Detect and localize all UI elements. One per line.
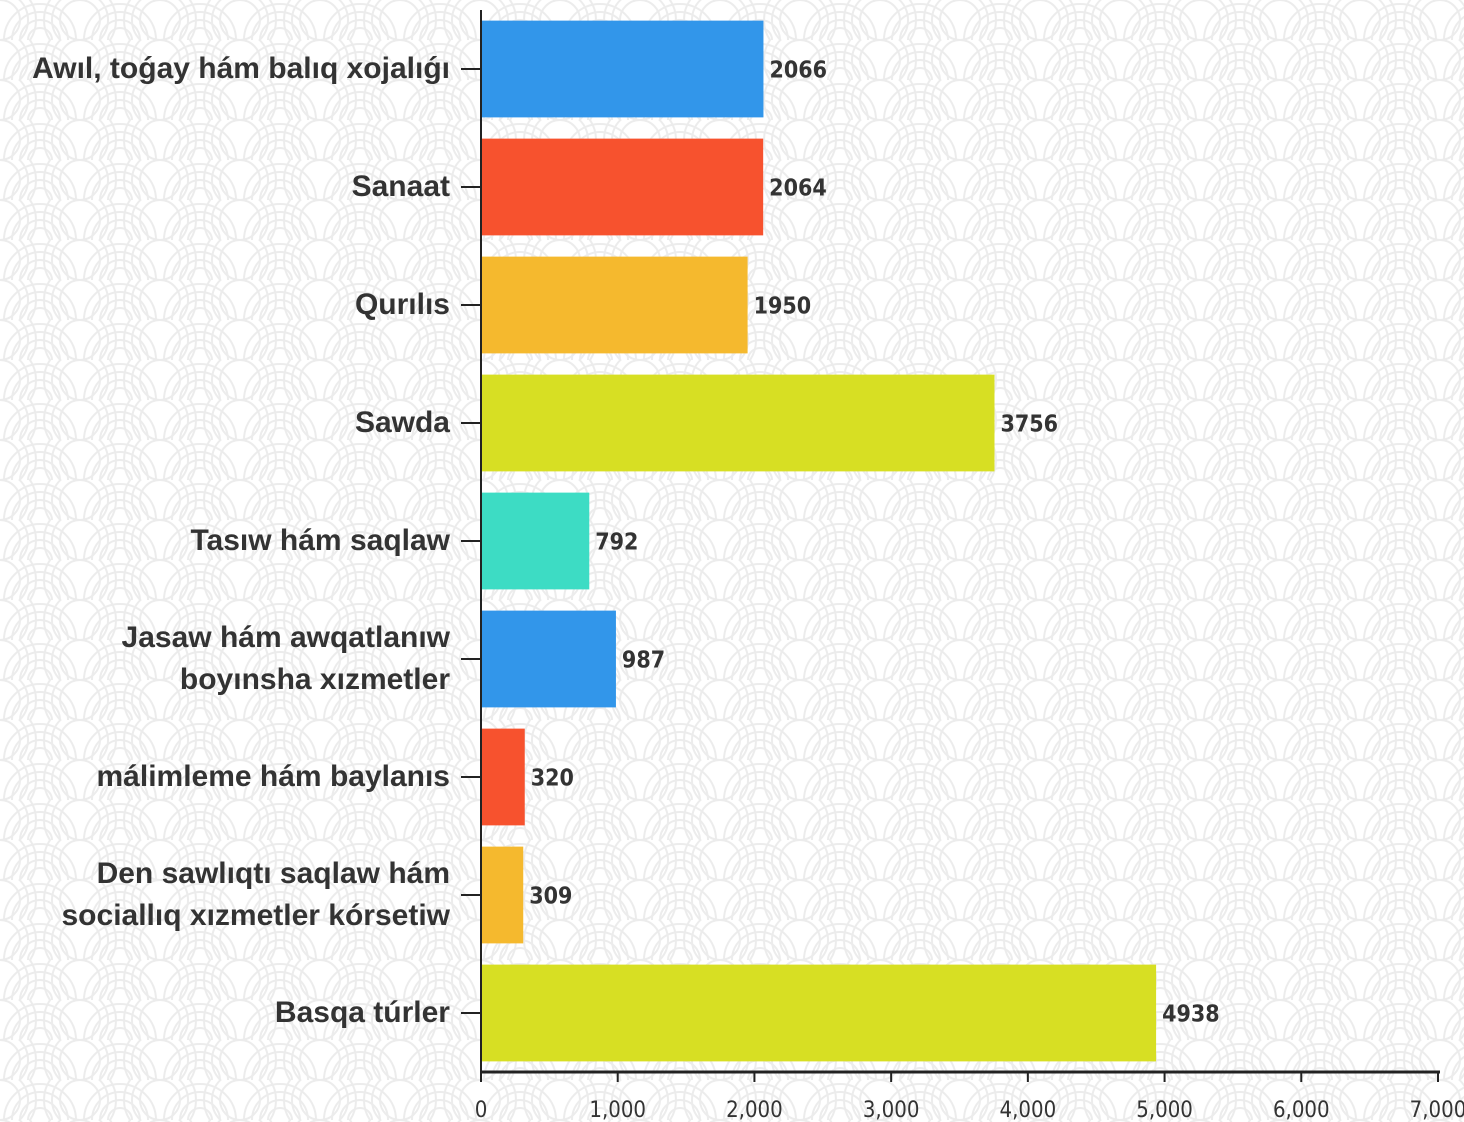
x-tick-label: 0 <box>475 1098 488 1122</box>
x-tick-label: 1,000 <box>589 1098 646 1122</box>
value-label: 987 <box>622 648 665 674</box>
value-label: 4938 <box>1162 1002 1220 1028</box>
bar <box>481 846 524 944</box>
y-tick-label: málimleme hám baylanıs <box>96 760 451 793</box>
bar <box>481 374 995 472</box>
y-tick-label: Jasaw hám awqatlanıw boyınsha xızmetler <box>121 621 450 696</box>
bar <box>481 610 616 708</box>
x-tick-label: 5,000 <box>1136 1098 1193 1122</box>
x-tick-label: 2,000 <box>726 1098 783 1122</box>
x-tick-label: 4,000 <box>1000 1098 1057 1122</box>
y-tick-label: Tasıw hám saqlaw <box>190 524 450 557</box>
value-label: 3756 <box>1000 412 1058 438</box>
y-tick-label: Den sawlıqtı saqlaw hám sociallıq xızmet… <box>61 857 451 932</box>
x-tick-label: 3,000 <box>863 1098 920 1122</box>
y-tick-label: Awıl, toǵay hám balıq xojalıǵı <box>32 52 450 85</box>
bar <box>481 728 525 826</box>
x-tick-label: 7,000 <box>1410 1098 1464 1122</box>
bar <box>481 138 764 236</box>
y-tick-label: Sanaat <box>351 170 450 203</box>
value-label: 309 <box>529 884 572 910</box>
y-tick-label: Basqa túrler <box>274 996 450 1029</box>
value-label: 320 <box>531 766 574 792</box>
y-tick-label: Qurılıs <box>354 288 450 321</box>
value-label: 792 <box>595 530 638 556</box>
bar <box>481 256 748 354</box>
value-label: 2066 <box>769 58 827 84</box>
x-tick-label: 6,000 <box>1273 1098 1330 1122</box>
y-tick-label: Sawda <box>354 406 450 439</box>
value-label: 2064 <box>769 176 827 202</box>
bar <box>481 492 590 590</box>
bar <box>481 20 764 118</box>
bar <box>481 964 1157 1062</box>
value-label: 1950 <box>754 294 812 320</box>
